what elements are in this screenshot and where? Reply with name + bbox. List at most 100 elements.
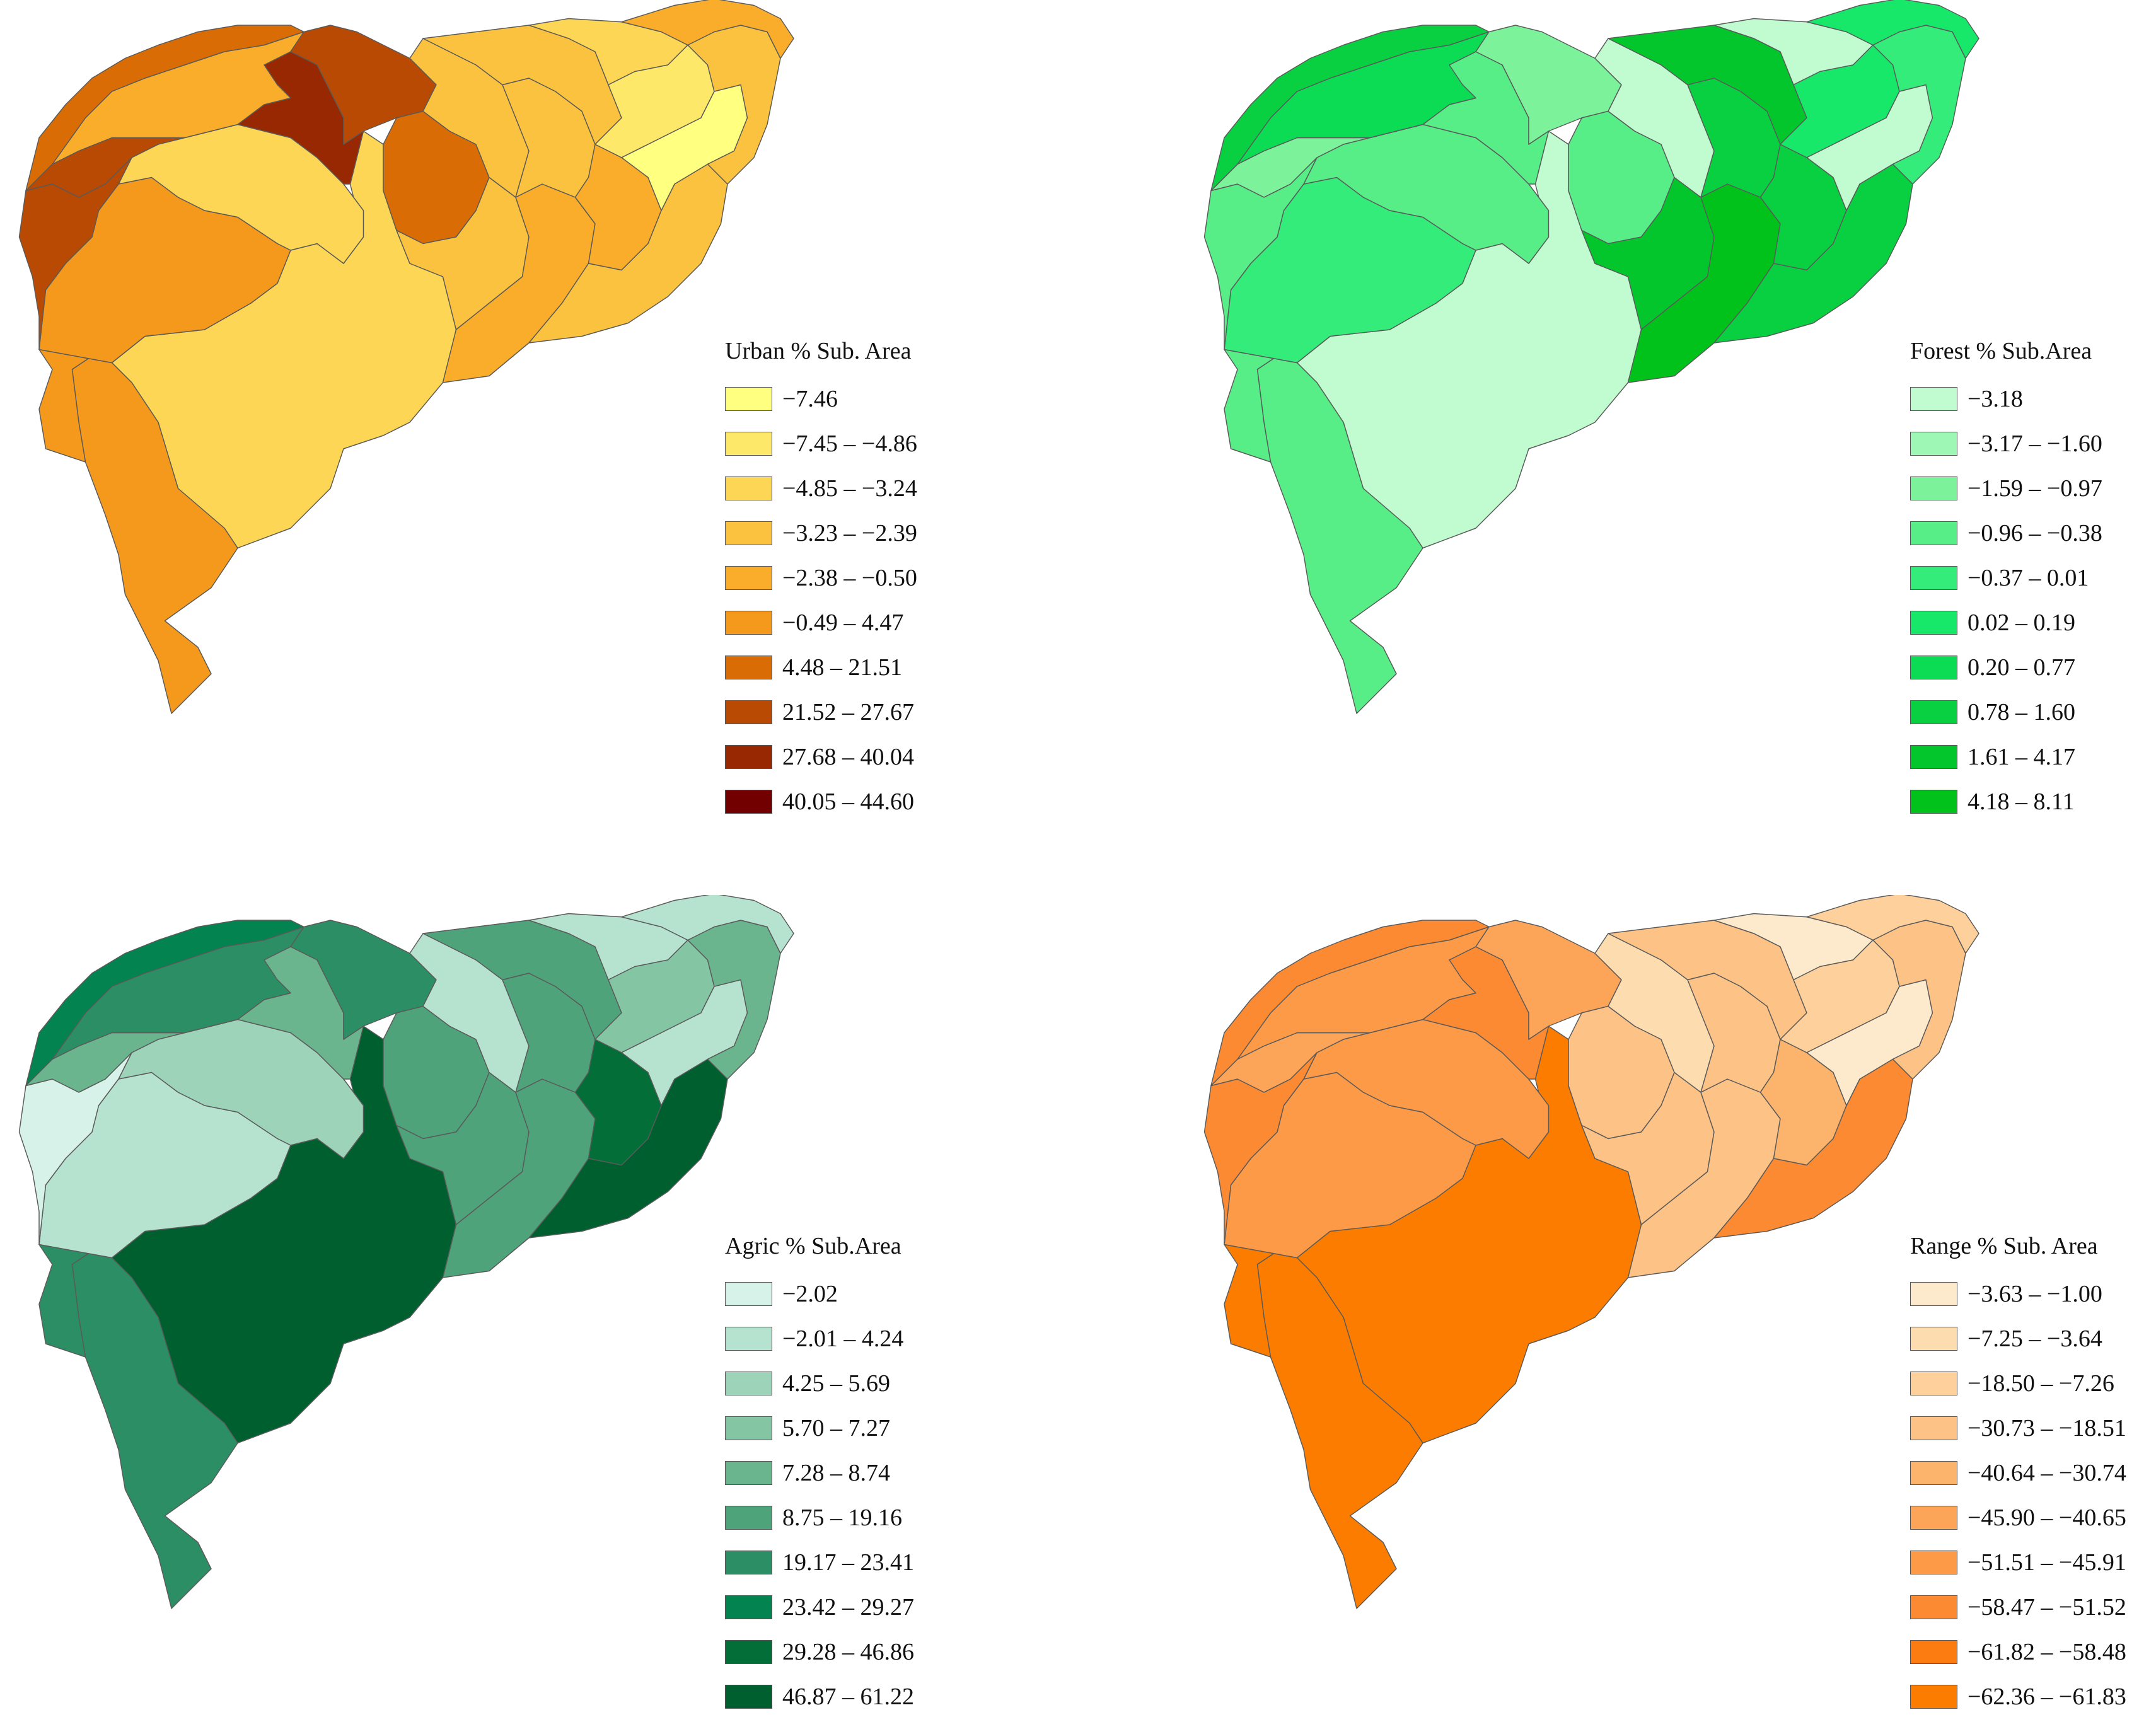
legend-swatch xyxy=(1910,1595,1957,1619)
legend-swatch xyxy=(1910,610,1957,635)
legend-swatch xyxy=(725,431,772,456)
legend-label: 1.61 – 4.17 xyxy=(1968,743,2075,770)
legend-swatch xyxy=(725,700,772,724)
legend-label: −2.01 – 4.24 xyxy=(782,1325,904,1352)
legend-swatch xyxy=(1910,565,1957,590)
legend-label: 19.17 – 23.41 xyxy=(782,1549,914,1576)
legend-title: Urban % Sub. Area xyxy=(725,338,912,364)
legend-item: −4.85 – −3.24 xyxy=(725,466,917,511)
legend-swatch xyxy=(725,1595,772,1619)
legend-label: −58.47 – −51.52 xyxy=(1968,1593,2126,1620)
legend-title: Agric % Sub.Area xyxy=(725,1233,901,1259)
legend-label: 21.52 – 27.67 xyxy=(782,698,914,725)
legend-item: 46.87 – 61.22 xyxy=(725,1674,914,1719)
legend-item: 19.17 – 23.41 xyxy=(725,1540,914,1585)
forest-map-panel: Forest % Sub.Area −3.18 −3.17 – −1.60 −1.5… xyxy=(1185,0,2156,838)
agric-legend: Agric % Sub.Area −2.02 −2.01 – 4.24 4.25 –… xyxy=(725,1232,914,1719)
legend-label: −40.64 – −30.74 xyxy=(1968,1459,2126,1486)
legend-label: 29.28 – 46.86 xyxy=(782,1638,914,1665)
legend-swatch xyxy=(725,1416,772,1440)
legend-label: −7.46 xyxy=(782,385,838,412)
subbasin-24 xyxy=(1806,0,1979,59)
subbasin-10 xyxy=(1210,25,1490,192)
legend-item: −61.82 – −58.48 xyxy=(1910,1629,2126,1674)
legend-swatch xyxy=(1910,1416,1957,1440)
range-legend: Range % Sub. Area −3.63 – −1.00 −7.25 – −… xyxy=(1910,1232,2126,1719)
legend-swatch xyxy=(1910,655,1957,679)
legend-item: −0.96 – −0.38 xyxy=(1910,511,2102,555)
legend-item: −45.90 – −40.65 xyxy=(1910,1495,2126,1540)
legend-swatch xyxy=(725,1371,772,1395)
legend-item: 5.70 – 7.27 xyxy=(725,1406,914,1450)
forest-legend: Forest % Sub.Area −3.18 −3.17 – −1.60 −1.5… xyxy=(1910,337,2102,824)
legend-label: −30.73 – −18.51 xyxy=(1968,1414,2126,1441)
legend-swatch xyxy=(1910,521,1957,545)
legend-item: −62.36 – −61.83 xyxy=(1910,1674,2126,1719)
legend-swatch xyxy=(1910,1505,1957,1530)
legend-item: −1.59 – −0.97 xyxy=(1910,466,2102,511)
legend-label: −1.59 – −0.97 xyxy=(1968,475,2102,502)
legend-item: 23.42 – 29.27 xyxy=(725,1585,914,1629)
legend-item: 29.28 – 46.86 xyxy=(725,1629,914,1674)
legend-title: Forest % Sub.Area xyxy=(1910,338,2092,364)
legend-item: 4.48 – 21.51 xyxy=(725,645,917,690)
legend-label: 40.05 – 44.60 xyxy=(782,788,914,815)
legend-swatch xyxy=(725,565,772,590)
subbasin-24 xyxy=(621,895,794,954)
legend-item: 0.78 – 1.60 xyxy=(1910,690,2102,734)
legend-item: −2.01 – 4.24 xyxy=(725,1316,914,1361)
legend-swatch xyxy=(1910,1550,1957,1574)
legend-item: −3.63 – −1.00 xyxy=(1910,1271,2126,1316)
legend-swatch xyxy=(725,521,772,545)
legend-item: −7.46 xyxy=(725,376,917,421)
legend-item: −3.17 – −1.60 xyxy=(1910,421,2102,466)
subbasin-24 xyxy=(1806,895,1979,954)
legend-item: 27.68 – 40.04 xyxy=(725,734,917,779)
legend-swatch xyxy=(725,386,772,411)
legend-swatch xyxy=(725,1460,772,1485)
legend-label: −4.85 – −3.24 xyxy=(782,475,917,502)
range-map-panel: Range % Sub. Area −3.63 – −1.00 −7.25 – −… xyxy=(1185,895,2156,1727)
legend-item: 8.75 – 19.16 xyxy=(725,1495,914,1540)
legend-swatch xyxy=(725,476,772,500)
legend-swatch xyxy=(725,1684,772,1709)
legend-item: −7.25 – −3.64 xyxy=(1910,1316,2126,1361)
legend-item: −2.02 xyxy=(725,1271,914,1316)
legend-swatch xyxy=(1910,1684,1957,1709)
legend-swatch xyxy=(1910,1639,1957,1664)
legend-swatch xyxy=(725,789,772,814)
legend-swatch xyxy=(1910,789,1957,814)
legend-swatch xyxy=(1910,1460,1957,1485)
legend-swatch xyxy=(725,1505,772,1530)
legend-item: 0.20 – 0.77 xyxy=(1910,645,2102,690)
legend-swatch xyxy=(725,1550,772,1574)
legend-swatch xyxy=(725,655,772,679)
legend-item: −3.18 xyxy=(1910,376,2102,421)
legend-label: −62.36 – −61.83 xyxy=(1968,1683,2126,1710)
urban-map xyxy=(18,0,794,714)
agric-map xyxy=(18,895,794,1609)
legend-swatch xyxy=(1910,744,1957,769)
legend-label: −45.90 – −40.65 xyxy=(1968,1504,2126,1531)
legend-swatch xyxy=(1910,1281,1957,1306)
legend-label: 0.02 – 0.19 xyxy=(1968,609,2075,636)
legend-label: 4.25 – 5.69 xyxy=(782,1370,890,1397)
legend-label: −7.25 – −3.64 xyxy=(1968,1325,2102,1352)
legend-item: 7.28 – 8.74 xyxy=(725,1450,914,1495)
legend-swatch xyxy=(1910,476,1957,500)
legend-swatch xyxy=(725,610,772,635)
legend-label: −0.49 – 4.47 xyxy=(782,609,904,636)
legend-label: −3.23 – −2.39 xyxy=(782,519,917,546)
legend-label: −3.17 – −1.60 xyxy=(1968,430,2102,457)
legend-swatch xyxy=(725,744,772,769)
urban-map-panel: Urban % Sub. Area −7.46 −7.45 – −4.86 −4.8… xyxy=(0,0,1078,838)
subbasin-24 xyxy=(621,0,794,59)
legend-label: −3.63 – −1.00 xyxy=(1968,1280,2102,1307)
legend-swatch xyxy=(1910,700,1957,724)
legend-label: 7.28 – 8.74 xyxy=(782,1459,890,1486)
legend-item: −3.23 – −2.39 xyxy=(725,511,917,555)
legend-label: −18.50 – −7.26 xyxy=(1968,1370,2114,1397)
legend-item: −18.50 – −7.26 xyxy=(1910,1361,2126,1406)
legend-swatch xyxy=(1910,431,1957,456)
legend-label: −51.51 – −45.91 xyxy=(1968,1549,2126,1576)
